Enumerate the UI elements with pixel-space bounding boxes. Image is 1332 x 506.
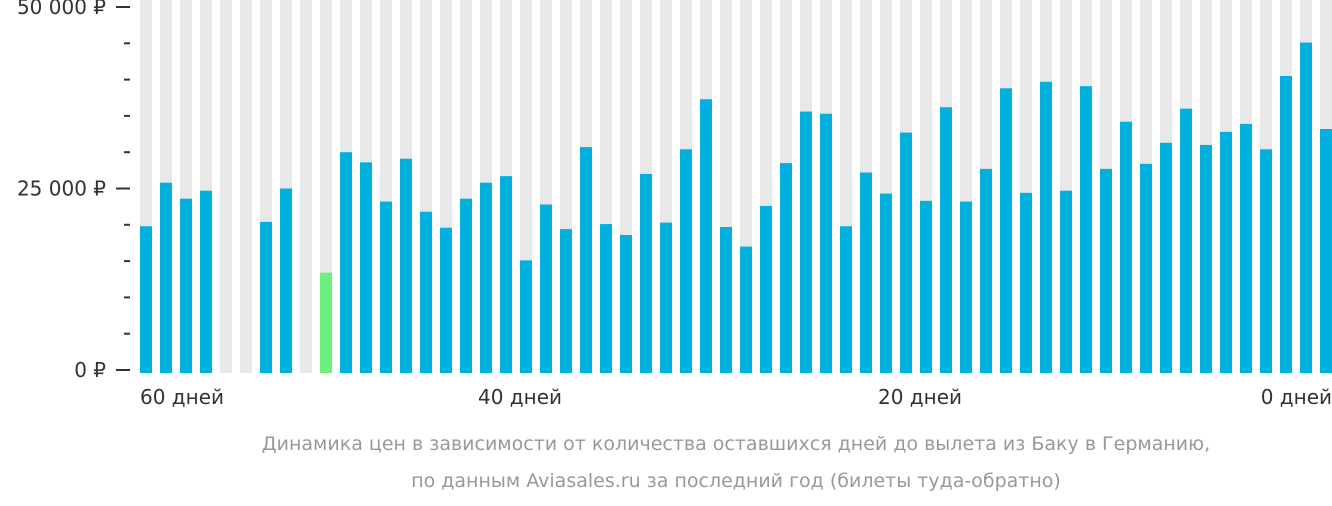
- bar: [720, 226, 732, 373]
- bar: [180, 198, 192, 373]
- x-tick-label: 40 дней: [478, 385, 562, 409]
- bar: [340, 152, 352, 373]
- bar: [820, 113, 832, 374]
- bar: [500, 176, 512, 373]
- bar: [1240, 123, 1252, 373]
- bar: [1220, 131, 1232, 373]
- bar: [860, 172, 872, 373]
- bar: [200, 190, 212, 373]
- bar: [740, 246, 752, 373]
- bar: [900, 132, 912, 373]
- bar: [1140, 163, 1152, 373]
- bar: [460, 198, 472, 373]
- column-bg: [240, 0, 252, 373]
- bar: [360, 162, 372, 373]
- y-tick-label: 50 000 ₽: [17, 0, 106, 19]
- bar: [620, 234, 632, 373]
- bar: [480, 182, 492, 373]
- bar: [1100, 168, 1112, 373]
- bar: [780, 163, 792, 373]
- bar: [600, 224, 612, 373]
- x-tick-label: 0 дней: [1261, 385, 1332, 409]
- bar: [880, 193, 892, 373]
- bar: [1300, 42, 1312, 373]
- bar: [1040, 81, 1052, 373]
- y-tick-label: 25 000 ₽: [17, 177, 106, 201]
- bar: [260, 221, 272, 373]
- bar: [1200, 144, 1212, 373]
- bar: [520, 260, 532, 373]
- column-bg: [220, 0, 232, 373]
- bar: [1120, 121, 1132, 373]
- bar: [380, 201, 392, 373]
- bar: [560, 229, 572, 373]
- bar: [160, 182, 172, 373]
- bar: [980, 168, 992, 373]
- bar: [940, 107, 952, 374]
- bar: [140, 226, 152, 373]
- bar: [680, 149, 692, 373]
- caption: Динамика цен в зависимости от количества…: [262, 433, 1210, 455]
- bar: [1060, 190, 1072, 373]
- caption: по данным Aviasales.ru за последний год …: [411, 470, 1061, 492]
- bar: [1020, 192, 1032, 373]
- bar: [920, 200, 932, 373]
- bar: [1000, 88, 1012, 373]
- column-bg: [300, 0, 312, 373]
- x-tick-label: 20 дней: [878, 385, 962, 409]
- bar: [540, 204, 552, 373]
- bar: [1160, 142, 1172, 373]
- bar: [420, 211, 432, 373]
- bar: [320, 272, 332, 373]
- bar: [1320, 128, 1332, 373]
- bar: [1260, 149, 1272, 373]
- bar: [1280, 75, 1292, 373]
- bar: [580, 147, 592, 373]
- bar: [700, 99, 712, 374]
- bar: [960, 201, 972, 373]
- bar: [1080, 86, 1092, 373]
- bar: [440, 227, 452, 373]
- bar: [280, 188, 292, 373]
- bar: [1180, 108, 1192, 373]
- y-tick-label: 0 ₽: [74, 358, 106, 382]
- x-tick-label: 60 дней: [140, 385, 224, 409]
- bar: [660, 222, 672, 373]
- bar: [400, 158, 412, 373]
- bar: [640, 173, 652, 373]
- bar: [840, 226, 852, 373]
- bar: [760, 205, 772, 373]
- bar: [800, 111, 812, 373]
